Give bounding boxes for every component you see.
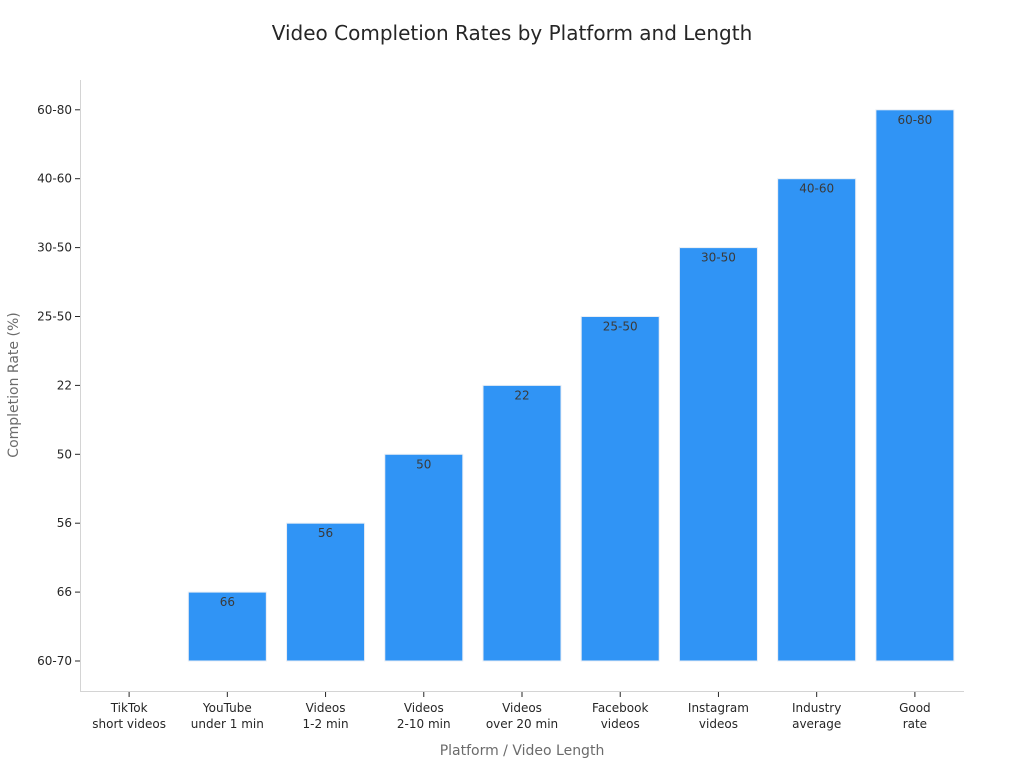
- bar: [187, 591, 267, 662]
- x-tick-label-line: videos: [601, 717, 640, 731]
- bar: [482, 384, 562, 662]
- x-tick-label: TikTok short videos: [92, 701, 166, 731]
- y-ticks-group: 60-70 66 56 50 22 25-50 30-50 40-60 60-80: [37, 103, 80, 668]
- x-tick-label-line: Industry: [792, 701, 841, 715]
- bar: [678, 247, 758, 662]
- x-tick-label-line: 2-10 min: [397, 717, 451, 731]
- y-tick-label: 40-60: [37, 172, 72, 186]
- x-tick-label: Facebook videos: [592, 701, 648, 731]
- bar: [580, 316, 660, 662]
- bar: [384, 453, 464, 662]
- x-tick-label-line: YouTube: [202, 701, 252, 715]
- data-label: 25-50: [603, 320, 638, 334]
- chart-title: Video Completion Rates by Platform and L…: [272, 21, 753, 45]
- x-tick-label: Industry average: [792, 701, 841, 731]
- data-label: 50: [416, 457, 431, 471]
- y-tick-label: 25-50: [37, 310, 72, 324]
- x-tick-label-line: short videos: [92, 717, 166, 731]
- x-tick-label: Videos over 20 min: [486, 701, 558, 731]
- x-tick-label-line: Instagram: [688, 701, 749, 715]
- data-label: 60-80: [897, 113, 932, 127]
- x-tick-label-line: Videos: [306, 701, 346, 715]
- x-axis-title: Platform / Video Length: [440, 743, 605, 759]
- x-tick-label-line: Videos: [404, 701, 444, 715]
- bar: [286, 522, 366, 662]
- bars-group: [187, 109, 955, 662]
- x-ticks-group: TikTok short videos YouTube under 1 min Vide…: [92, 692, 931, 731]
- data-label: 66: [220, 595, 235, 609]
- data-label: 40-60: [799, 182, 834, 196]
- bar: [875, 109, 955, 662]
- x-tick-label-line: 1-2 min: [303, 717, 349, 731]
- x-tick-label: Instagram videos: [688, 701, 749, 731]
- data-label: 22: [514, 388, 529, 402]
- x-tick-label-line: rate: [903, 717, 927, 731]
- y-tick-label: 50: [57, 447, 72, 461]
- y-tick-label: 22: [57, 378, 72, 392]
- y-tick-label: 56: [57, 516, 72, 530]
- x-tick-label: Good rate: [899, 701, 931, 731]
- y-tick-label: 60-80: [37, 103, 72, 117]
- data-labels-group: 66 56 50 22 25-50 30-50 40-60 60-80: [220, 113, 933, 609]
- x-tick-label-line: average: [792, 717, 841, 731]
- x-tick-label: Videos 2-10 min: [397, 701, 451, 731]
- x-tick-label-line: over 20 min: [486, 717, 558, 731]
- x-tick-label-line: TikTok: [110, 701, 148, 715]
- y-tick-label: 30-50: [37, 241, 72, 255]
- data-label: 56: [318, 526, 333, 540]
- x-tick-label-line: Videos: [502, 701, 542, 715]
- x-tick-label-line: under 1 min: [191, 717, 264, 731]
- y-tick-label: 66: [57, 585, 72, 599]
- y-axis-title: Completion Rate (%): [6, 312, 22, 457]
- x-tick-label-line: videos: [699, 717, 738, 731]
- x-tick-label: YouTube under 1 min: [191, 701, 264, 731]
- x-tick-label-line: Good: [899, 701, 931, 715]
- bar: [777, 178, 857, 662]
- x-tick-label-line: Facebook: [592, 701, 648, 715]
- x-tick-label: Videos 1-2 min: [303, 701, 349, 731]
- y-tick-label: 60-70: [37, 654, 72, 668]
- data-label: 30-50: [701, 251, 736, 265]
